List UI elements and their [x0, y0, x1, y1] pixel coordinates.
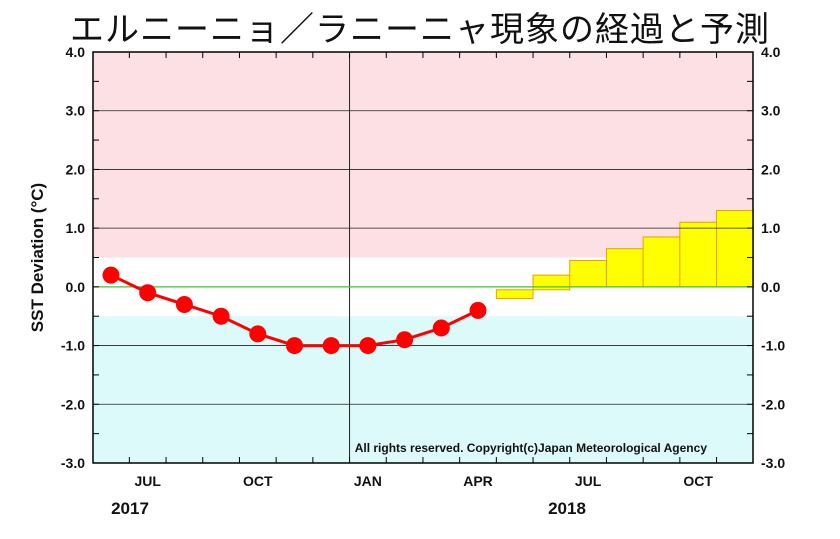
x-tick-label: APR — [463, 473, 493, 489]
y-tick-label-right: 0.0 — [761, 279, 781, 295]
year-label: 2017 — [111, 499, 149, 518]
observed-point — [212, 307, 230, 325]
observed-point — [359, 337, 377, 355]
forecast-boxes — [495, 210, 754, 300]
observed-point — [249, 325, 267, 343]
y-tick-label-left: 2.0 — [66, 161, 86, 177]
y-tick-label-left: -2.0 — [61, 396, 85, 412]
y-tick-label-left: 3.0 — [66, 103, 86, 119]
observed-point — [432, 319, 450, 337]
observed-point — [286, 337, 303, 355]
observed-point — [175, 295, 193, 313]
x-tick-label: OCT — [243, 473, 273, 489]
plot-frame — [92, 51, 754, 464]
year-label: 2018 — [548, 499, 586, 518]
observed-point — [322, 337, 340, 355]
y-tick-label-left: 1.0 — [66, 220, 86, 236]
y-tick-label-right: 3.0 — [761, 103, 781, 119]
x-tick-label: OCT — [683, 473, 713, 489]
y-tick-label-left: 4.0 — [66, 44, 86, 60]
observed-point — [469, 301, 487, 319]
y-tick-label-right: 2.0 — [761, 161, 781, 177]
y-tick-label-right: 4.0 — [761, 44, 781, 60]
forecast-box — [642, 236, 681, 288]
y-tick-label-left: -3.0 — [61, 455, 85, 471]
grid-lines — [93, 52, 753, 463]
observed-series — [102, 266, 487, 355]
forecast-box — [495, 289, 534, 300]
y-tick-label-right: -2.0 — [761, 396, 785, 412]
y-axis-title: SST Deviation (°C) — [28, 183, 47, 332]
el-nino-band — [93, 52, 753, 258]
x-tick-label: JUL — [575, 473, 602, 489]
x-tick-label: JUL — [134, 473, 161, 489]
forecast-box — [532, 274, 571, 291]
y-tick-label-left: -1.0 — [61, 338, 85, 354]
y-tick-label-right: 1.0 — [761, 220, 781, 236]
y-tick-label-right: -1.0 — [761, 338, 785, 354]
chart-title: エルニーニョ／ラニーニャ現象の経過と予測 — [70, 10, 770, 50]
observed-point — [102, 266, 120, 284]
forecast-box — [569, 259, 607, 288]
y-tick-label-right: -3.0 — [761, 455, 785, 471]
forecast-box — [679, 221, 718, 288]
forecast-box — [605, 248, 644, 288]
x-tick-label: JAN — [354, 473, 382, 489]
forecast-box — [716, 210, 754, 288]
observed-point — [396, 331, 414, 349]
observed-point — [139, 284, 157, 302]
y-tick-label-left: 0.0 — [66, 279, 86, 295]
la-nina-band — [93, 316, 753, 463]
background-bands — [93, 52, 753, 463]
axis-labels: 4.0 4.0 3.0 3.0 2.0 2.0 1.0 1.0 0.0 0.0 -1.0 -1.0 -2… — [28, 44, 785, 518]
copyright-text: All rights reserved. Copyright(c)Japan M… — [355, 441, 708, 455]
